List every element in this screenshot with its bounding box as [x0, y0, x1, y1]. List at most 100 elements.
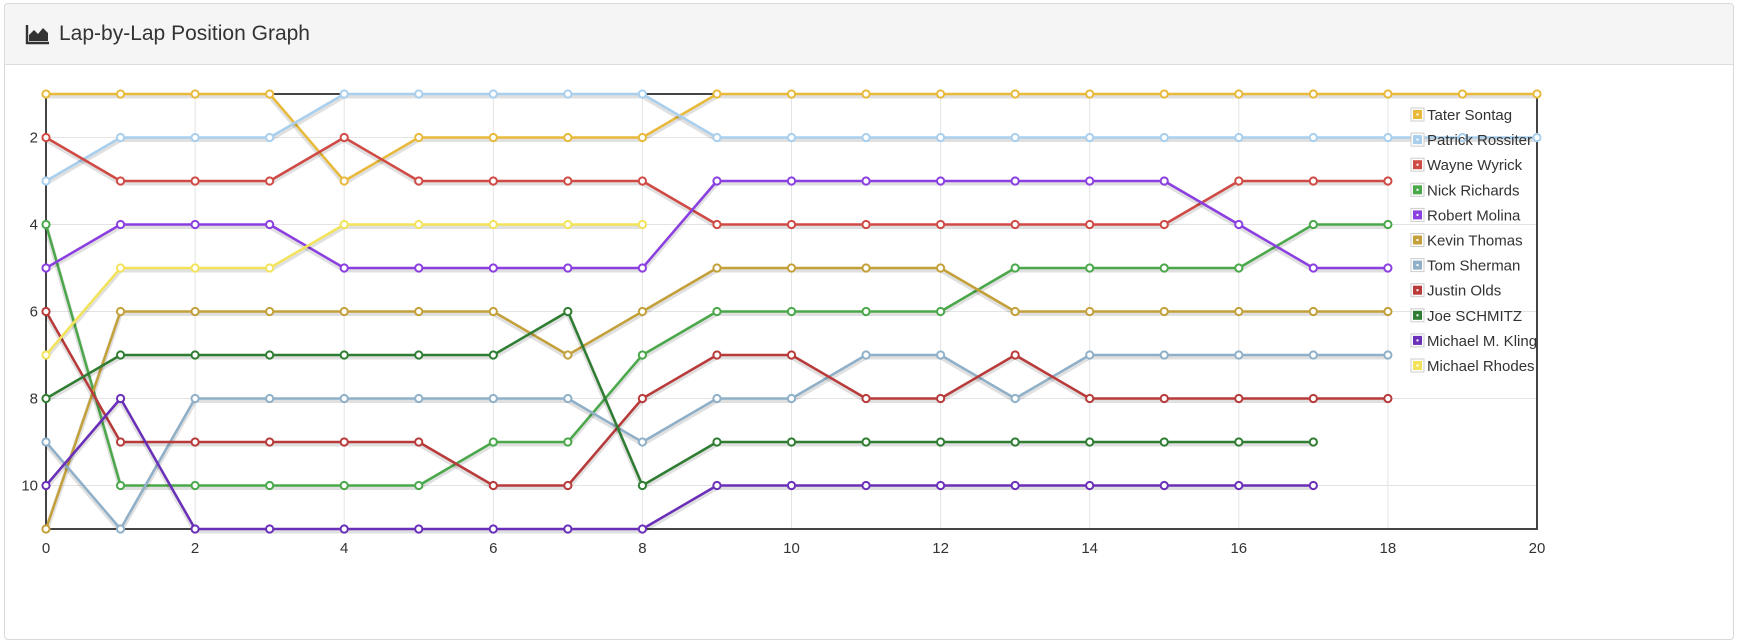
data-point — [1234, 306, 1244, 317]
data-point — [786, 480, 797, 491]
data-point — [1010, 306, 1020, 317]
data-point — [1308, 480, 1318, 491]
data-point — [1159, 480, 1169, 491]
data-point — [414, 132, 424, 143]
y-tick-label: 10 — [21, 478, 38, 495]
area-chart-icon — [25, 25, 49, 45]
data-point — [1010, 176, 1020, 186]
data-point — [115, 219, 126, 230]
data-point — [115, 524, 126, 534]
data-point — [786, 89, 797, 99]
data-point — [861, 306, 871, 317]
data-point — [637, 350, 648, 360]
data-point — [265, 219, 275, 230]
data-point — [637, 437, 648, 447]
data-point — [488, 219, 498, 230]
legend: Tater Sontag Patrick Rossiter Wayne Wyrick… — [1410, 107, 1537, 375]
data-point — [339, 393, 349, 404]
data-point — [563, 437, 573, 447]
data-point — [115, 437, 126, 447]
series-shadow — [44, 398, 1314, 534]
series-nick-richards — [41, 219, 1393, 491]
data-point — [488, 132, 498, 143]
data-point — [1085, 350, 1095, 360]
legend-swatch-dot — [1416, 339, 1419, 342]
data-point — [936, 350, 946, 360]
data-point — [265, 89, 275, 99]
data-point — [41, 350, 51, 360]
data-point — [1234, 437, 1244, 447]
data-point — [861, 176, 871, 186]
data-point — [115, 393, 126, 404]
data-point — [786, 132, 797, 143]
data-point — [1010, 437, 1020, 447]
legend-label: Patrick Rossiter — [1427, 132, 1532, 149]
data-point — [339, 437, 349, 447]
data-point — [414, 219, 424, 230]
data-point — [488, 350, 498, 360]
data-point — [1383, 263, 1393, 273]
data-point — [1010, 89, 1020, 99]
data-point — [1234, 480, 1244, 491]
data-point — [414, 393, 424, 404]
legend-item: Kevin Thomas — [1410, 233, 1523, 250]
data-point — [786, 219, 797, 230]
data-point — [1085, 89, 1095, 99]
data-point — [339, 350, 349, 360]
data-point — [936, 263, 946, 273]
data-point — [1308, 176, 1318, 186]
legend-item: Michael M. Kling — [1410, 333, 1537, 350]
data-point — [265, 437, 275, 447]
data-point — [712, 132, 722, 143]
series-wayne-wyrick — [41, 132, 1393, 230]
data-point — [861, 219, 871, 230]
data-point — [1308, 263, 1318, 273]
data-point — [563, 306, 573, 317]
data-point — [1383, 306, 1393, 317]
data-point — [1383, 393, 1393, 404]
legend-item: Tater Sontag — [1410, 107, 1512, 124]
data-point — [1085, 306, 1095, 317]
series-line — [45, 397, 1314, 531]
data-point — [1159, 393, 1169, 404]
data-point — [414, 263, 424, 273]
x-tick-label: 10 — [783, 540, 800, 557]
series-line — [45, 310, 1314, 487]
data-point — [115, 176, 126, 186]
data-point — [1085, 263, 1095, 273]
data-point — [1010, 480, 1020, 491]
data-point — [637, 219, 648, 230]
legend-label: Robert Molina — [1427, 207, 1521, 224]
data-point — [637, 176, 648, 186]
data-point — [1159, 350, 1169, 360]
data-point — [41, 393, 51, 404]
data-point — [1308, 350, 1318, 360]
data-point — [936, 219, 946, 230]
data-point — [712, 176, 722, 186]
data-point — [265, 480, 275, 491]
data-point — [1383, 132, 1393, 143]
data-point — [637, 480, 648, 491]
data-point — [1308, 219, 1318, 230]
series-kevin-thomas — [41, 263, 1393, 534]
legend-label: Nick Richards — [1427, 182, 1520, 199]
data-point — [115, 89, 126, 99]
x-tick-label: 6 — [489, 540, 497, 557]
legend-swatch-dot — [1416, 163, 1419, 166]
data-point — [861, 263, 871, 273]
data-point — [339, 89, 349, 99]
data-point — [115, 350, 126, 360]
data-point — [563, 176, 573, 186]
data-point — [861, 437, 871, 447]
legend-swatch-dot — [1416, 188, 1419, 191]
data-point — [488, 263, 498, 273]
series-shadow — [44, 311, 1314, 490]
data-point — [414, 350, 424, 360]
data-point — [1159, 263, 1169, 273]
data-point — [414, 89, 424, 99]
legend-item: Tom Sherman — [1410, 258, 1520, 275]
data-point — [1234, 219, 1244, 230]
data-point — [563, 89, 573, 99]
series-joe-schmitz — [41, 306, 1318, 491]
data-point — [190, 263, 200, 273]
